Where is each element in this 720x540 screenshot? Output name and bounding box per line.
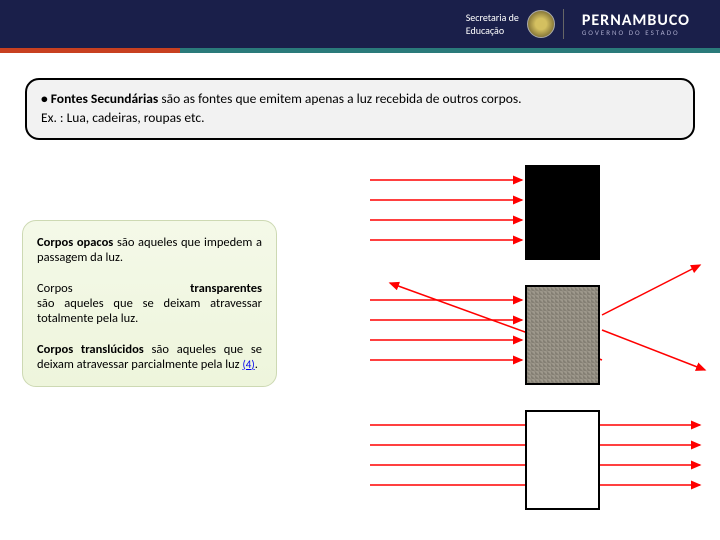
light-diagram (340, 165, 710, 525)
block-granite (525, 285, 600, 385)
translucent-title: Corpos translúcidos (37, 342, 152, 357)
state-block: PERNAMBUCO GOVERNO DO ESTADO (572, 11, 690, 37)
body-types-box: Corpos opacos são aqueles que impedem a … (22, 220, 277, 387)
secretaria-line2: Educação (466, 24, 519, 37)
definition-body: são as fontes que emitem apenas a luz re… (158, 90, 521, 107)
translucent-paragraph: Corpos translúcidos são aqueles que se d… (37, 342, 262, 372)
transparent-paragraph: Corpos transparentes são aqueles que se … (37, 281, 262, 326)
opaque-paragraph: Corpos opacos são aqueles que impedem a … (37, 235, 262, 265)
secretaria-label: Secretaria de Educação (466, 11, 519, 37)
state-seal-icon (527, 10, 555, 38)
stripe-red (0, 48, 180, 53)
reference-link[interactable]: (4) (242, 358, 254, 371)
state-subtitle: GOVERNO DO ESTADO (582, 28, 690, 37)
header-separator (563, 9, 564, 39)
header-stripe (0, 48, 720, 53)
stripe-teal (180, 48, 720, 53)
definition-title: • Fontes Secundárias (41, 90, 158, 107)
block-black (525, 165, 600, 260)
period: . (255, 357, 258, 372)
transparent-text: são aqueles que se deixam atravessar tot… (37, 296, 262, 326)
transparent-title: transparentes (190, 281, 262, 296)
secretaria-line1: Secretaria de (466, 11, 519, 24)
definition-example: Ex. : Lua, cadeiras, roupas etc. (41, 109, 679, 128)
definition-box: • Fontes Secundárias são as fontes que e… (25, 78, 695, 140)
transparent-pre: Corpos (37, 281, 73, 296)
header-content: Secretaria de Educação PERNAMBUCO GOVERN… (466, 9, 690, 39)
slide-header: Secretaria de Educação PERNAMBUCO GOVERN… (0, 0, 720, 48)
opaque-title: Corpos opacos (37, 235, 117, 250)
block-white (525, 410, 600, 510)
